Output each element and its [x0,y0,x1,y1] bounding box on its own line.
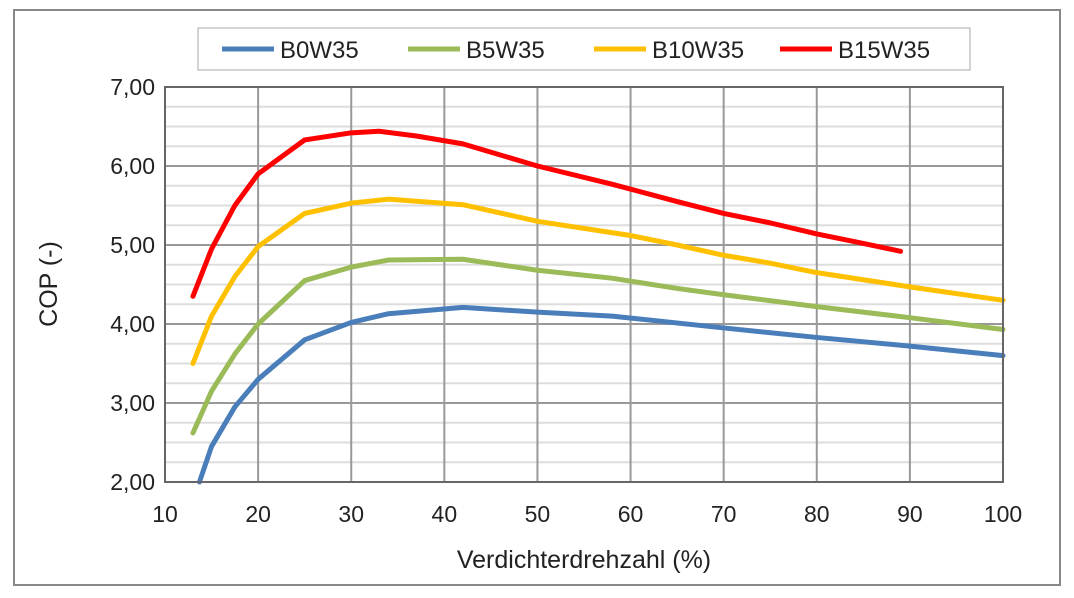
x-tick-label: 30 [338,501,364,527]
y-axis-label: COP (-) [35,241,63,327]
plot-border [164,86,1004,483]
y-tick-label: 5,00 [110,232,155,258]
x-tick-label: 40 [432,501,458,527]
x-tick-label: 20 [245,501,271,527]
x-tick-label: 10 [152,501,178,527]
x-tick-label: 50 [525,501,551,527]
y-tick-label: 4,00 [110,311,155,337]
x-axis-label: Verdichterdrehzahl (%) [457,546,711,574]
series-line-b10w35 [190,196,1006,366]
x-tick-label: 100 [984,501,1022,527]
y-tick-label: 3,00 [110,390,155,416]
y-tick-label: 7,00 [110,74,155,100]
legend-label: B0W35 [280,37,359,64]
x-tick-label: 70 [711,501,737,527]
y-tick-label: 6,00 [110,153,155,179]
series-line-b0w35 [196,304,1006,485]
legend-label: B10W35 [652,37,744,64]
y-tick-label: 2,00 [110,469,155,495]
legend [197,27,971,71]
x-tick-label: 80 [804,501,830,527]
x-tick-label: 60 [618,501,644,527]
series-line-b5w35 [190,256,1006,436]
legend-label: B15W35 [838,37,930,64]
series-line-b15w35 [190,128,904,299]
x-tick-label: 90 [897,501,923,527]
legend-label: B5W35 [466,37,545,64]
